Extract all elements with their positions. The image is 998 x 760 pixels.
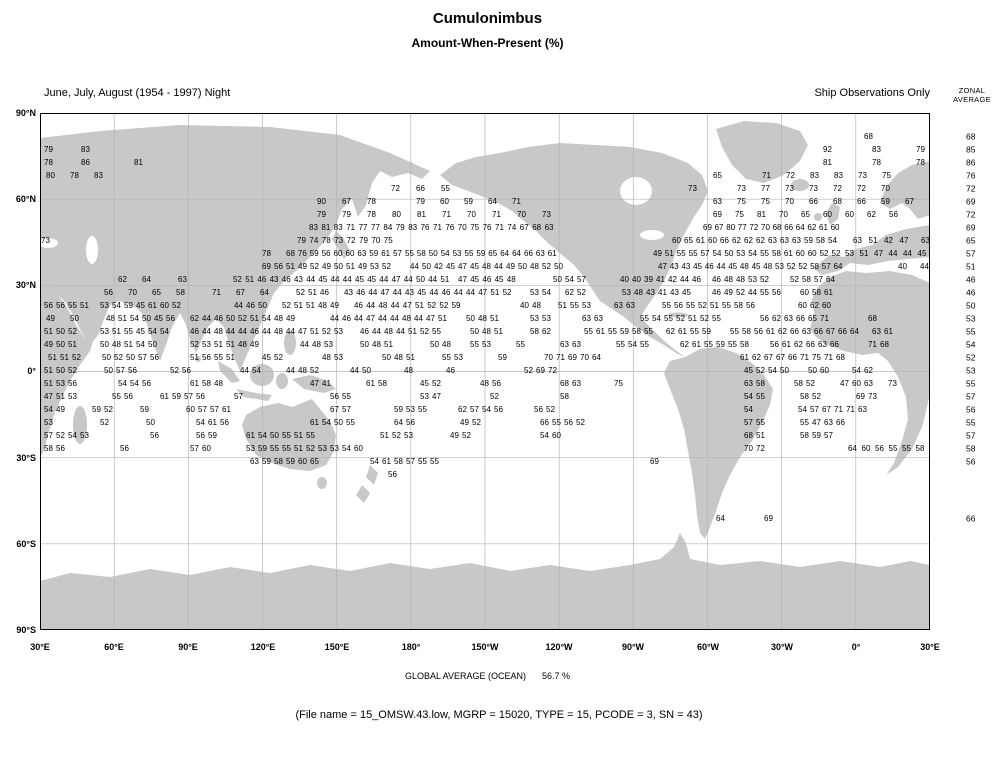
- world-map: [40, 113, 930, 630]
- zonal-average-value: 57: [966, 248, 976, 259]
- zonal-average-value: 56: [966, 456, 976, 467]
- lakes-great: [640, 230, 664, 240]
- lon-tick-label: 120°E: [250, 642, 276, 652]
- sea-caspian: [86, 236, 98, 264]
- zonal-average-value: 46: [966, 287, 976, 298]
- world-map-svg: [40, 113, 930, 630]
- bay-hudson: [620, 177, 652, 205]
- zonal-average-value: 50: [966, 300, 976, 311]
- zonal-average-value: 46: [966, 274, 976, 285]
- island-iceland: [791, 179, 809, 191]
- lat-tick-label: 0°: [27, 366, 36, 376]
- lon-tick-label: 150°E: [324, 642, 350, 652]
- zonal-average-value: 68: [966, 131, 976, 142]
- island-ireland: [814, 213, 822, 221]
- zonal-average-value: 72: [966, 209, 976, 220]
- global-average-label: GLOBAL AVERAGE (OCEAN): [404, 671, 526, 681]
- island-new-zealand-south: [356, 485, 370, 503]
- continent-europe-mainland: [814, 225, 930, 275]
- zonal-average-value: 65: [966, 235, 976, 246]
- zonal-average-value: 53: [966, 365, 976, 376]
- lon-tick-label: 60°W: [696, 642, 720, 652]
- zonal-average-header: ZONAL AVERAGE: [946, 86, 998, 104]
- lon-tick-label: 90°W: [621, 642, 645, 652]
- inland-seas: [40, 177, 664, 264]
- page-subtitle: Amount-When-Present (%): [411, 36, 564, 50]
- zonal-average-value: 69: [966, 196, 976, 207]
- zonal-average-value: 76: [966, 170, 976, 181]
- island-greenland: [716, 121, 808, 183]
- island-madagascar: [73, 406, 87, 444]
- zonal-average-value: 51: [966, 261, 976, 272]
- island-japan: [332, 231, 350, 259]
- page-title: Cumulonimbus: [432, 10, 543, 27]
- lon-tick-label: 180°: [401, 642, 421, 652]
- zonal-average-value: 53: [966, 313, 976, 324]
- island-britain: [826, 203, 840, 225]
- lat-tick-label: 30°N: [15, 280, 36, 290]
- island-new-guinea: [292, 375, 336, 393]
- lon-tick-label: 0°: [851, 642, 861, 652]
- lon-tick-label: 120°W: [545, 642, 573, 652]
- sea-black: [40, 238, 58, 248]
- lat-tick-label: 30°S: [16, 453, 36, 463]
- lon-tick-label: 90°E: [178, 642, 198, 652]
- map-border: [40, 113, 930, 630]
- continent-australia: [242, 399, 336, 471]
- lat-tick-label: 90°N: [15, 108, 36, 118]
- lon-tick-label: 60°E: [104, 642, 124, 652]
- season-label: June, July, August (1954 - 1997) Night: [44, 87, 231, 99]
- island-tasmania: [317, 477, 327, 489]
- zonal-average-value: 55: [966, 378, 976, 389]
- island-philippines: [284, 331, 296, 355]
- zonal-average-value: 72: [966, 183, 976, 194]
- continent-africa-east: [40, 279, 93, 457]
- lat-tick-label: 60°N: [15, 194, 36, 204]
- zonal-average-value: 55: [966, 417, 976, 428]
- continent-north-america: [440, 143, 708, 357]
- zonal-average-value: 69: [966, 222, 976, 233]
- zonal-average-value: 54: [966, 339, 976, 350]
- zonal-average-value: 56: [966, 404, 976, 415]
- continent-south-america: [664, 347, 773, 539]
- island-java: [236, 389, 272, 401]
- zonal-average-value: 58: [966, 443, 976, 454]
- lat-tick-label: 60°S: [16, 539, 36, 549]
- zonal-average-value: 57: [966, 430, 976, 441]
- zonal-header-line1: ZONAL: [958, 86, 986, 95]
- zonal-average-value: 86: [966, 157, 976, 168]
- island-sulawesi: [276, 373, 288, 389]
- global-average-value: 56.7 %: [542, 671, 571, 681]
- continent-europe-scandinavia: [880, 161, 930, 219]
- continent-eurasia: [40, 125, 430, 371]
- lon-tick-label: 30°E: [30, 642, 50, 652]
- continent-africa-west: [810, 271, 930, 475]
- island-borneo: [250, 364, 274, 386]
- file-caption: (File name = 15_OMSW.43.low, MGRP = 1502…: [295, 709, 703, 721]
- zonal-header-line2: AVERAGE: [953, 95, 991, 104]
- island-new-zealand-north: [366, 465, 378, 485]
- global-average: GLOBAL AVERAGE (OCEAN) 56.7 %: [0, 671, 975, 681]
- lon-tick-label: 150°W: [471, 642, 499, 652]
- island-cuba: [668, 312, 688, 318]
- observations-label: Ship Observations Only: [814, 87, 930, 99]
- island-sumatra: [218, 361, 240, 383]
- zonal-average-value: 66: [966, 513, 976, 524]
- lon-tick-label: 30°W: [770, 642, 794, 652]
- grid-lines: [40, 113, 930, 630]
- lon-tick-label: 30°E: [920, 642, 940, 652]
- zonal-average-value: 57: [966, 391, 976, 402]
- zonal-average-value: 85: [966, 144, 976, 155]
- island-sri-lanka: [195, 356, 201, 362]
- zonal-average-value: 55: [966, 326, 976, 337]
- lat-tick-label: 90°S: [16, 625, 36, 635]
- zonal-average-value: 52: [966, 352, 976, 363]
